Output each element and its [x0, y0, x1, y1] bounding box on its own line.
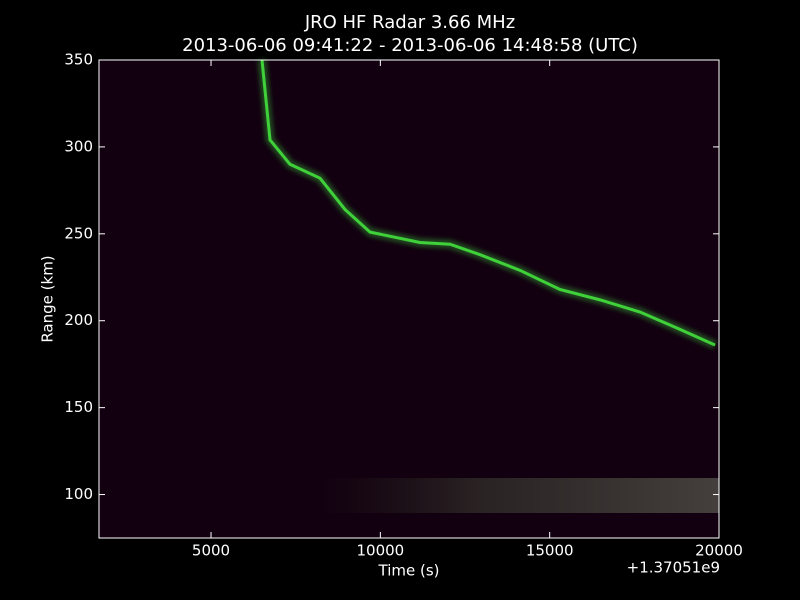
y-tick-label: 100 [64, 485, 93, 503]
y-tick-label: 300 [64, 137, 93, 155]
y-tick-label: 150 [64, 398, 93, 416]
x-tick-label: 10000 [356, 542, 404, 560]
x-axis-label: Time (s) [378, 562, 440, 580]
e-layer-echo [320, 478, 719, 513]
chart-subtitle: 2013-06-06 09:41:22 - 2013-06-06 14:48:5… [182, 35, 638, 56]
echo-trace [260, 59, 716, 347]
y-tick-label: 350 [64, 51, 93, 69]
plot-frame [98, 59, 720, 539]
y-axis-label: Range (km) [39, 255, 57, 342]
y-tick-label: 200 [64, 311, 93, 329]
y-tick-label: 250 [64, 224, 93, 242]
x-tick-label: 15000 [526, 542, 574, 560]
x-tick-label: 5000 [192, 542, 230, 560]
x-offset-label: +1.37051e9 [627, 559, 720, 577]
chart-title: JRO HF Radar 3.66 MHz [304, 12, 515, 33]
plot-area [99, 60, 719, 538]
x-tick-label: 20000 [695, 542, 743, 560]
